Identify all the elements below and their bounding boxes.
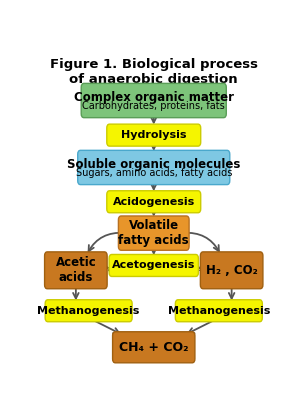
Text: Figure 1. Biological process
of anaerobic digestion: Figure 1. Biological process of anaerobi… (50, 58, 258, 87)
Text: Volatile
fatty acids: Volatile fatty acids (118, 219, 189, 247)
Text: CH₄ + CO₂: CH₄ + CO₂ (119, 341, 188, 354)
Text: Acetogenesis: Acetogenesis (112, 260, 195, 270)
FancyBboxPatch shape (78, 150, 230, 185)
FancyBboxPatch shape (118, 216, 189, 250)
FancyBboxPatch shape (200, 252, 263, 289)
FancyBboxPatch shape (107, 124, 201, 146)
Text: Complex organic matter: Complex organic matter (74, 91, 234, 104)
FancyBboxPatch shape (112, 332, 195, 363)
Text: Acetic
acids: Acetic acids (56, 256, 96, 284)
Text: Methanogenesis: Methanogenesis (38, 306, 140, 316)
Text: Sugars, amino acids, fatty acids: Sugars, amino acids, fatty acids (76, 168, 232, 178)
FancyBboxPatch shape (45, 252, 107, 289)
FancyBboxPatch shape (81, 84, 226, 118)
FancyBboxPatch shape (45, 300, 132, 322)
FancyBboxPatch shape (176, 300, 262, 322)
Text: Methanogenesis: Methanogenesis (168, 306, 270, 316)
Text: Carbohydrates, proteins, fats: Carbohydrates, proteins, fats (82, 101, 225, 111)
Text: H₂ , CO₂: H₂ , CO₂ (206, 264, 257, 277)
Text: Acidogenesis: Acidogenesis (112, 197, 195, 207)
Text: Hydrolysis: Hydrolysis (121, 130, 187, 140)
FancyBboxPatch shape (109, 255, 198, 276)
Text: Soluble organic molecules: Soluble organic molecules (67, 158, 240, 171)
FancyBboxPatch shape (107, 191, 201, 213)
